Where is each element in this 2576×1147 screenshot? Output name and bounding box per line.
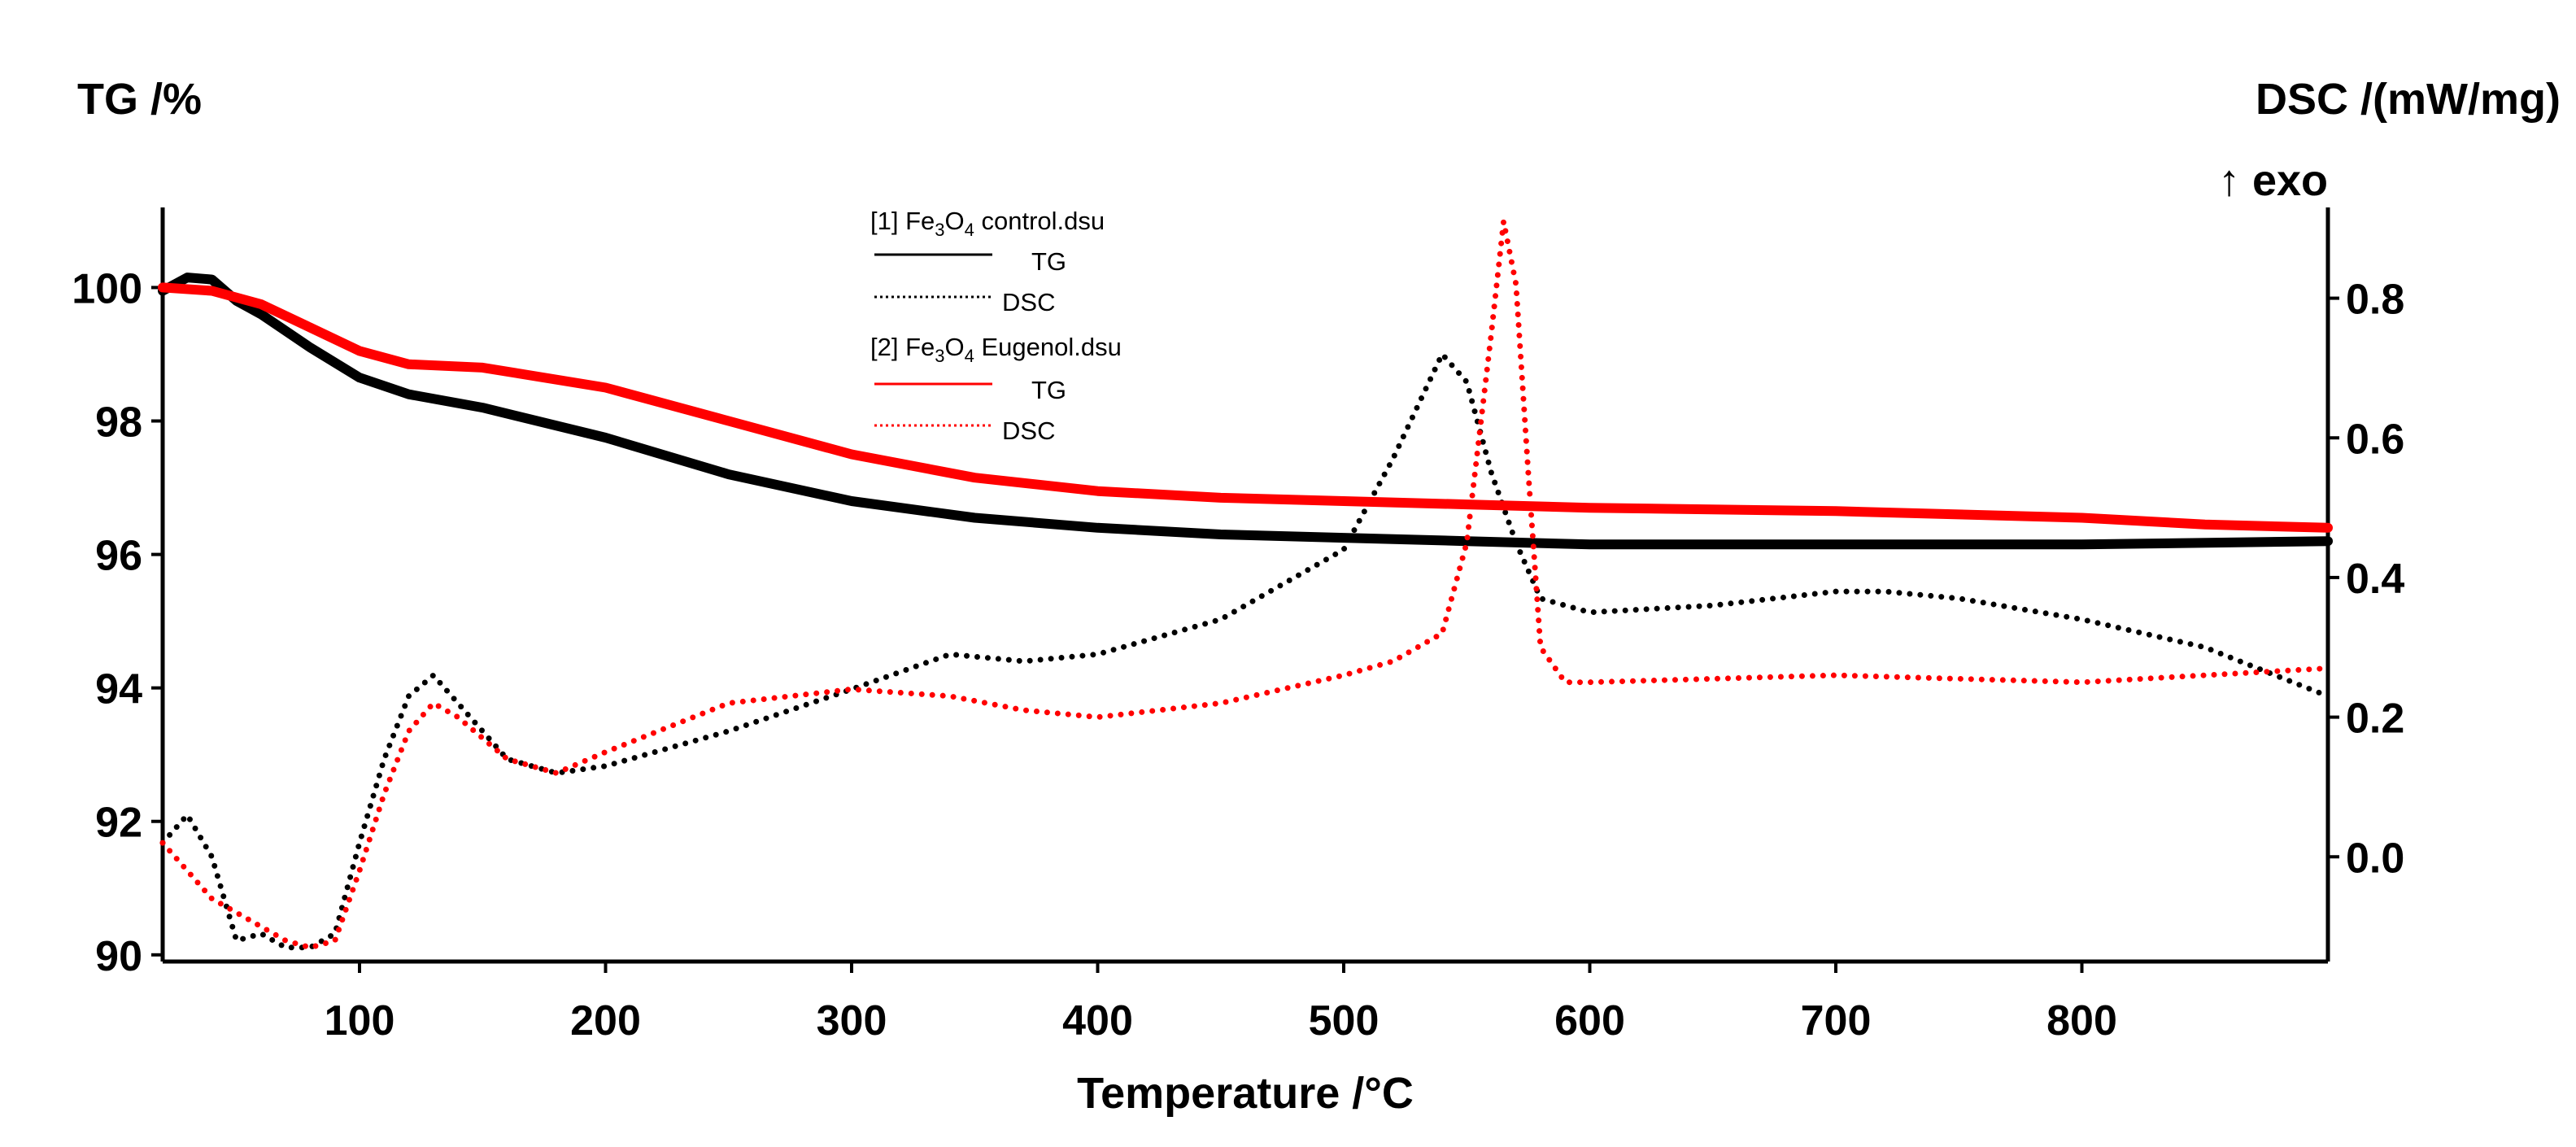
legend-entry-control-tg: TG bbox=[1031, 247, 1066, 276]
y-left-tick-label-98: 98 bbox=[95, 399, 142, 447]
y-left-tick-label-96: 96 bbox=[95, 533, 142, 580]
x-tick-label-500: 500 bbox=[1309, 997, 1380, 1045]
x-tick-label-800: 800 bbox=[2046, 997, 2117, 1045]
y-right-axis-note: ↑ exo bbox=[2218, 156, 2328, 205]
x-tick-label-200: 200 bbox=[570, 997, 641, 1045]
legend-entry-eugenol-dsc: DSC bbox=[1002, 416, 1055, 445]
legend-label-control-post: control.dsu bbox=[974, 207, 1105, 235]
y-left-tick-label-90: 90 bbox=[95, 933, 142, 980]
legend-label-control: [1] Fe3O4 control.dsu bbox=[870, 207, 1105, 240]
y-right-tick-label-4: 0.8 bbox=[2346, 277, 2404, 324]
legend-label-control-mid: O bbox=[945, 207, 965, 235]
x-axis-title: Temperature /°C bbox=[1077, 1069, 1414, 1118]
x-tick-label-700: 700 bbox=[1801, 997, 1872, 1045]
y-left-axis-ticks: 90 92 94 96 98 100 bbox=[72, 265, 163, 980]
series-line-3 bbox=[159, 218, 2331, 951]
x-tick-label-300: 300 bbox=[817, 997, 887, 1045]
x-axis-ticks: 100 200 300 400 500 600 700 800 bbox=[325, 962, 2117, 1045]
x-tick-label-400: 400 bbox=[1062, 997, 1133, 1045]
y-right-axis-ticks: 0.0 0.2 0.4 0.6 0.8 bbox=[2328, 277, 2404, 882]
legend-entry-control-dsc: DSC bbox=[1002, 288, 1055, 316]
y-right-axis-title: DSC /(mW/mg) bbox=[2256, 75, 2561, 124]
series-line-2 bbox=[158, 282, 2333, 533]
legend-label-eugenol-post: Eugenol.dsu bbox=[974, 333, 1122, 361]
legend-entry-eugenol-tg: TG bbox=[1031, 376, 1066, 404]
y-right-tick-label-3: 0.6 bbox=[2346, 416, 2404, 463]
y-left-axis-title: TG /% bbox=[77, 75, 202, 124]
y-left-tick-label-92: 92 bbox=[95, 800, 142, 847]
legend-label-control-pre: [1] Fe bbox=[870, 207, 935, 235]
legend-label-control-sub2: 4 bbox=[965, 220, 974, 240]
legend-label-eugenol-pre: [2] Fe bbox=[870, 333, 935, 361]
legend-label-eugenol-sub2: 4 bbox=[965, 346, 974, 366]
x-tick-label-100: 100 bbox=[325, 997, 395, 1045]
legend: [1] Fe3O4 control.dsu TG DSC [2] Fe3O4 E… bbox=[870, 207, 1122, 445]
series-line-1 bbox=[159, 351, 2331, 951]
series-layer bbox=[158, 218, 2333, 951]
legend-label-eugenol-sub1: 3 bbox=[935, 346, 944, 366]
legend-label-eugenol-mid: O bbox=[945, 333, 965, 361]
plot-frame bbox=[160, 207, 2330, 964]
legend-label-control-sub1: 3 bbox=[935, 220, 944, 240]
y-right-tick-label-2: 0.4 bbox=[2346, 556, 2404, 603]
y-left-tick-label-94: 94 bbox=[95, 666, 142, 713]
y-right-tick-label-1: 0.2 bbox=[2346, 696, 2404, 743]
series-line-0 bbox=[158, 273, 2333, 550]
legend-label-eugenol: [2] Fe3O4 Eugenol.dsu bbox=[870, 333, 1122, 366]
x-tick-label-600: 600 bbox=[1554, 997, 1625, 1045]
y-right-tick-label-0: 0.0 bbox=[2346, 835, 2404, 882]
y-left-tick-label-100: 100 bbox=[72, 265, 142, 312]
